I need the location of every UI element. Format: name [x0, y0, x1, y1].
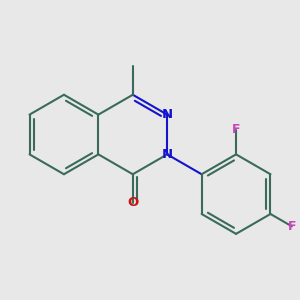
Text: N: N	[162, 108, 173, 121]
Text: O: O	[127, 196, 138, 209]
Text: N: N	[162, 148, 173, 161]
Text: F: F	[288, 220, 296, 233]
Text: F: F	[232, 123, 240, 136]
